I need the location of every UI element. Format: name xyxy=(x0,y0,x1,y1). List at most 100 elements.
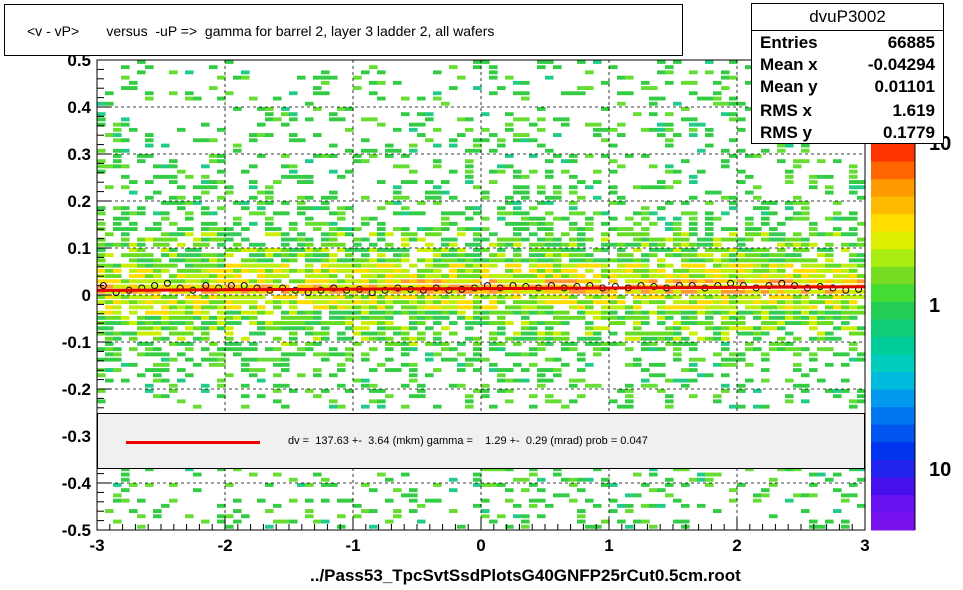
heatmap-cell-3016 xyxy=(849,258,858,263)
heatmap-cell-2284 xyxy=(665,305,674,310)
heatmap-cell-607 xyxy=(249,180,258,184)
heatmap-cell-1462 xyxy=(465,305,474,310)
heatmap-cell-2102 xyxy=(625,154,634,158)
heatmap-cell-2537 xyxy=(729,112,738,117)
heatmap-cell-1503 xyxy=(473,352,482,357)
heatmap-cell-2352 xyxy=(681,310,690,315)
heatmap-cell-1015 xyxy=(353,237,362,242)
heatmap-cell-486 xyxy=(217,206,226,211)
heatmap-cell-1309 xyxy=(425,284,434,289)
heatmap-cell-1627 xyxy=(505,310,514,315)
heatmap-cell-2892 xyxy=(817,248,826,252)
heatmap-cell-404 xyxy=(193,310,202,315)
heatmap-cell-215 xyxy=(145,300,154,305)
heatmap-cell-1039 xyxy=(361,159,370,164)
heatmap-cell-2155 xyxy=(633,357,642,362)
heatmap-cell-466 xyxy=(209,284,218,289)
heatmap-cell-1590 xyxy=(497,295,506,299)
heatmap-cell-1228 xyxy=(401,404,410,409)
heatmap-cell-1010 xyxy=(353,75,362,80)
heatmap-cell-403 xyxy=(193,305,202,310)
heatmap-cell-294 xyxy=(169,159,178,164)
heatmap-cell-3052 xyxy=(857,289,866,294)
heatmap-cell-789 xyxy=(297,174,306,179)
heatmap-cell-692 xyxy=(265,524,274,529)
heatmap-cell-176 xyxy=(137,263,146,268)
heatmap-cell-715 xyxy=(273,373,282,378)
heatmap-cell-93 xyxy=(113,336,122,341)
heatmap-cell-2908 xyxy=(817,378,826,383)
heatmap-cell-791 xyxy=(297,195,306,200)
heatmap-cell-1377 xyxy=(441,305,450,310)
heatmap-cell-2421 xyxy=(697,295,706,299)
heatmap-cell-3041 xyxy=(857,185,866,190)
heatmap-cell-1868 xyxy=(561,242,570,247)
heatmap-cell-1220 xyxy=(401,326,410,331)
heatmap-cell-2359 xyxy=(681,378,690,383)
heatmap-cell-1237 xyxy=(409,180,418,184)
heatmap-cell-3064 xyxy=(857,477,866,482)
heatmap-cell-392 xyxy=(193,242,202,247)
heatmap-cell-2589 xyxy=(737,315,746,320)
y-axis: -0.5-0.4-0.3-0.2-0.100.10.20.30.40.5 xyxy=(62,51,111,540)
heatmap-cell-1150 xyxy=(385,289,394,294)
heatmap-cell-2439 xyxy=(705,201,714,205)
heatmap-cell-154 xyxy=(129,295,138,299)
heatmap-cell-2302 xyxy=(673,180,682,184)
heatmap-cell-376 xyxy=(185,321,194,325)
heatmap-cell-1236 xyxy=(409,169,418,174)
heatmap-cell-1217 xyxy=(401,300,410,305)
heatmap-cell-1908 xyxy=(569,274,578,278)
heatmap-cell-1129 xyxy=(377,326,386,331)
heatmap-cell-2742 xyxy=(777,289,786,294)
heatmap-cell-2701 xyxy=(769,201,778,205)
heatmap-cell-2571 xyxy=(737,127,746,132)
heatmap-cell-1429 xyxy=(457,289,466,294)
heatmap-cell-846 xyxy=(305,514,314,519)
heatmap-cell-1727 xyxy=(529,268,538,273)
heatmap-cell-2107 xyxy=(625,253,634,258)
heatmap-cell-1877 xyxy=(561,295,570,299)
heatmap-cell-1009 xyxy=(345,498,354,503)
heatmap-cell-141 xyxy=(129,211,138,216)
heatmap-cell-353 xyxy=(185,70,194,75)
heatmap-cell-2992 xyxy=(841,326,850,331)
heatmap-cell-1766 xyxy=(537,258,546,263)
heatmap-cell-481 xyxy=(217,154,226,158)
heatmap-cell-1782 xyxy=(537,368,546,372)
heatmap-cell-903 xyxy=(321,321,330,325)
heatmap-cell-2808 xyxy=(793,300,802,305)
heatmap-cell-599 xyxy=(241,383,250,388)
heatmap-cell-1911 xyxy=(569,289,578,294)
heatmap-cell-1853 xyxy=(553,336,562,341)
heatmap-cell-2376 xyxy=(689,211,698,216)
heatmap-cell-2361 xyxy=(681,467,690,472)
heatmap-cell-1248 xyxy=(409,305,418,310)
heatmap-cell-2 xyxy=(97,117,106,122)
heatmap-cell-708 xyxy=(273,305,282,310)
heatmap-cell-1560 xyxy=(489,305,498,310)
heatmap-cell-3019 xyxy=(849,274,858,278)
heatmap-cell-1957 xyxy=(585,86,594,90)
heatmap-cell-302 xyxy=(169,237,178,242)
heatmap-cell-308 xyxy=(169,279,178,284)
heatmap-cell-797 xyxy=(297,242,306,247)
heatmap-cell-929 xyxy=(329,258,338,263)
heatmap-cell-2346 xyxy=(681,274,690,278)
heatmap-cell-682 xyxy=(265,284,274,289)
heatmap-cell-233 xyxy=(153,211,162,216)
heatmap-cell-51 xyxy=(105,300,114,305)
heatmap-cell-37 xyxy=(105,101,114,106)
heatmap-cell-2368 xyxy=(689,91,698,96)
heatmap-cell-1120 xyxy=(377,279,386,284)
heatmap-cell-2681 xyxy=(761,289,770,294)
heatmap-cell-2216 xyxy=(649,331,658,336)
heatmap-cell-2954 xyxy=(833,279,842,284)
heatmap-cell-2891 xyxy=(817,232,826,237)
heatmap-cell-421 xyxy=(201,221,210,226)
heatmap-cell-1669 xyxy=(513,331,522,336)
heatmap-cell-1041 xyxy=(361,216,370,221)
heatmap-cell-569 xyxy=(233,342,242,346)
heatmap-cell-2686 xyxy=(761,321,770,325)
palette-segment-20 xyxy=(871,494,915,513)
